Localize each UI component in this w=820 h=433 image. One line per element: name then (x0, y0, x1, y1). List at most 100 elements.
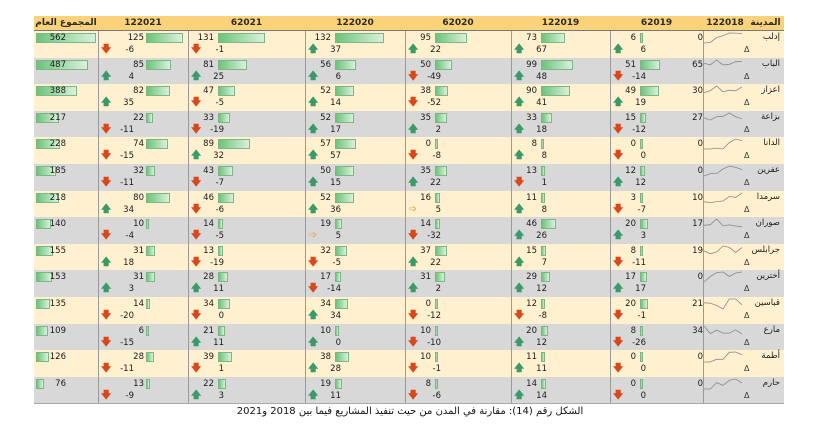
sparkline-path (704, 351, 743, 363)
period-bar (435, 192, 441, 203)
period-delta: -7 (215, 178, 224, 188)
column-divider (188, 31, 189, 58)
trend-sparkline (703, 218, 743, 228)
arrow-up-icon: 🡅 (514, 230, 525, 242)
column-divider (703, 323, 704, 351)
period-delta: -8 (432, 151, 441, 162)
delta-symbol: Δ (744, 231, 750, 241)
value-122018-text: 27 (692, 112, 703, 123)
column-header: المدينة (750, 18, 781, 28)
period-delta: 36 (330, 204, 341, 215)
header-row: المجموع العام 122021 62021 122020 62020 12201… (34, 16, 784, 31)
period-value: 52 (320, 112, 331, 123)
total-bar (36, 272, 53, 283)
period-delta: 4 (128, 71, 134, 82)
arrow-down-icon: 🡇 (613, 70, 624, 82)
total-bar (36, 166, 56, 176)
period-delta: 8 (541, 204, 547, 215)
period-bar (541, 325, 548, 336)
column-divider (405, 110, 406, 138)
column-divider (98, 57, 99, 85)
arrow-up-icon: 🡅 (101, 203, 112, 215)
column-divider (305, 376, 306, 404)
period-bar (146, 325, 149, 336)
column-divider (405, 376, 406, 404)
period-delta: -19 (210, 257, 224, 268)
period-delta: 12 (536, 337, 547, 348)
period-value: 95 (420, 33, 431, 43)
city-name: الباب (761, 58, 780, 69)
period-delta: 11 (213, 337, 224, 348)
column-divider (188, 350, 189, 377)
column-divider (188, 110, 189, 138)
arrow-up-icon: 🡅 (514, 123, 525, 135)
arrow-down-icon: 🡇 (191, 44, 202, 55)
arrow-up-icon: 🡅 (308, 123, 319, 135)
arrow-up-icon: 🡅 (408, 123, 419, 135)
column-header: 62021 (230, 18, 263, 28)
period-bar (541, 33, 565, 43)
column-divider (98, 110, 99, 138)
delta-symbol: Δ (744, 364, 750, 374)
period-bar (435, 245, 448, 256)
period-delta: 0 (218, 311, 224, 321)
column-divider (405, 57, 406, 85)
period-bar (146, 33, 184, 43)
column-divider (703, 31, 704, 58)
column-divider (305, 270, 306, 297)
period-value: 56 (320, 59, 331, 70)
period-bar (146, 219, 149, 230)
column-divider (511, 190, 512, 218)
period-bar (640, 112, 646, 123)
period-bar (335, 166, 354, 176)
column-divider (703, 57, 704, 85)
period-bar (435, 166, 447, 176)
city-name: أخترين (756, 271, 780, 282)
delta-symbol: Δ (744, 151, 750, 161)
total-bar (36, 325, 48, 336)
period-bar (640, 272, 647, 283)
period-delta: -12 (427, 311, 441, 321)
arrow-up-icon: 🡅 (514, 283, 525, 295)
period-delta: -5 (215, 231, 224, 242)
period-value: 29 (526, 272, 537, 283)
period-value: 52 (320, 86, 331, 97)
arrow-down-icon: 🡇 (191, 203, 202, 215)
period-value: 19 (320, 219, 331, 230)
period-value: 90 (526, 86, 537, 97)
period-value: 20 (625, 299, 636, 309)
period-bar (640, 59, 660, 70)
period-bar (541, 245, 546, 256)
period-bar (335, 112, 355, 123)
period-value: 13 (526, 166, 537, 176)
value-122018-text: 0 (697, 272, 703, 283)
arrow-up-icon: 🡅 (514, 203, 525, 215)
arrow-up-icon: 🡅 (514, 256, 525, 268)
sparkline-path (704, 378, 743, 390)
period-value: 31 (133, 272, 144, 283)
period-bar (146, 86, 171, 97)
period-value: 22 (203, 378, 214, 389)
sparkline-path (704, 138, 743, 150)
column-divider (511, 243, 512, 271)
period-bar (335, 33, 384, 43)
period-value: 13 (133, 378, 144, 389)
total-value: 185 (49, 166, 66, 176)
column-divider (703, 137, 704, 164)
column-divider (188, 270, 189, 297)
period-bar (640, 166, 645, 176)
column-divider (703, 190, 704, 218)
period-bar (435, 112, 447, 123)
sparkline-path (703, 245, 743, 255)
total-value: 155 (49, 245, 66, 256)
arrow-down-icon: 🡇 (613, 256, 624, 268)
column-divider (703, 84, 704, 111)
column-divider (511, 31, 512, 58)
column-divider (188, 376, 189, 404)
arrow-up-icon: 🡅 (101, 97, 112, 109)
figure-caption: الشكل رقم (14): مقارنة في المدن من حيث ت… (236, 406, 584, 417)
period-bar (335, 219, 343, 230)
period-value: 57 (320, 139, 331, 150)
column-divider (305, 84, 306, 111)
column-divider (98, 243, 99, 271)
